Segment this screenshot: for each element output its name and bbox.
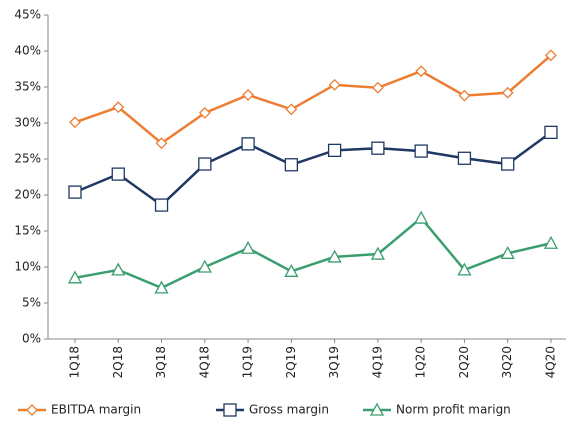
point bbox=[285, 103, 298, 116]
point bbox=[457, 262, 472, 276]
point bbox=[67, 270, 83, 284]
point bbox=[241, 137, 255, 151]
x-tick-label: 3Q19 bbox=[327, 346, 341, 378]
y-tick-label: 25% bbox=[14, 152, 41, 166]
point bbox=[501, 157, 515, 171]
point bbox=[457, 151, 472, 165]
legend-marker bbox=[369, 402, 385, 416]
point bbox=[197, 259, 212, 273]
point bbox=[198, 157, 212, 171]
y-tick-label: 40% bbox=[14, 44, 41, 58]
point bbox=[284, 263, 299, 277]
legend-marker bbox=[26, 404, 38, 416]
x-tick-label: 2Q20 bbox=[457, 346, 471, 378]
x-tick-label: 3Q18 bbox=[154, 346, 168, 378]
point bbox=[68, 185, 82, 199]
point bbox=[69, 116, 81, 129]
y-tick-label: 10% bbox=[14, 260, 41, 274]
x-tick-label: 4Q19 bbox=[370, 346, 384, 378]
x-tick-label: 3Q20 bbox=[500, 346, 514, 378]
point bbox=[154, 198, 169, 212]
point bbox=[111, 167, 125, 181]
point bbox=[370, 246, 385, 260]
point bbox=[328, 78, 341, 91]
point bbox=[242, 89, 254, 101]
x-tick-label: 2Q19 bbox=[284, 346, 298, 378]
x-tick-label: 4Q18 bbox=[197, 346, 211, 378]
point bbox=[544, 125, 558, 140]
x-tick-label: 1Q18 bbox=[68, 346, 82, 378]
point bbox=[111, 262, 126, 276]
point bbox=[154, 280, 169, 294]
x-tick-label: 4Q20 bbox=[543, 346, 557, 378]
y-tick-label: 35% bbox=[14, 80, 41, 94]
point bbox=[284, 158, 299, 172]
point bbox=[155, 137, 168, 150]
y-tick-label: 30% bbox=[14, 116, 41, 130]
point bbox=[545, 49, 557, 62]
point bbox=[371, 141, 385, 155]
x-tick-label: 1Q19 bbox=[241, 346, 255, 378]
y-tick-label: 0% bbox=[22, 332, 41, 346]
x-tick-label: 1Q20 bbox=[414, 346, 428, 378]
point bbox=[327, 143, 342, 158]
legend-marker bbox=[223, 403, 237, 417]
series-line bbox=[74, 54, 552, 145]
point bbox=[414, 144, 428, 158]
y-tick-label: 20% bbox=[14, 188, 41, 202]
point bbox=[501, 86, 514, 99]
y-tick-label: 5% bbox=[22, 296, 41, 310]
point bbox=[112, 101, 125, 114]
legend-label: EBITDA margin bbox=[51, 403, 141, 417]
series-line bbox=[74, 216, 552, 290]
point bbox=[500, 245, 515, 259]
point bbox=[414, 210, 429, 224]
legend-label: Gross margin bbox=[249, 403, 329, 417]
point bbox=[240, 240, 256, 254]
point bbox=[543, 235, 559, 249]
point bbox=[415, 65, 428, 78]
point bbox=[458, 89, 471, 102]
legend-label: Norm profit marign bbox=[396, 403, 511, 417]
series-line bbox=[74, 131, 552, 207]
y-tick-label: 45% bbox=[14, 8, 41, 22]
point bbox=[327, 249, 342, 263]
y-tick-label: 15% bbox=[14, 224, 41, 238]
x-tick-label: 2Q18 bbox=[111, 346, 125, 378]
point bbox=[371, 81, 384, 94]
point bbox=[198, 107, 211, 119]
